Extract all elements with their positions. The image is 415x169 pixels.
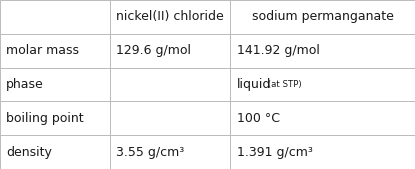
Text: boiling point: boiling point bbox=[6, 112, 84, 125]
Text: 3.55 g/cm³: 3.55 g/cm³ bbox=[116, 146, 184, 159]
Text: 1.391 g/cm³: 1.391 g/cm³ bbox=[237, 146, 312, 159]
Bar bbox=[230, 135, 415, 169]
Text: density: density bbox=[6, 146, 52, 159]
Bar bbox=[110, 0, 230, 34]
Bar bbox=[110, 68, 230, 101]
Text: nickel(II) chloride: nickel(II) chloride bbox=[116, 10, 224, 23]
Bar bbox=[230, 101, 415, 135]
Bar bbox=[110, 101, 230, 135]
Text: 129.6 g/mol: 129.6 g/mol bbox=[116, 44, 191, 57]
Bar bbox=[0, 101, 110, 135]
Bar bbox=[230, 34, 415, 68]
Text: liquid: liquid bbox=[237, 78, 271, 91]
Bar bbox=[230, 68, 415, 101]
Text: 141.92 g/mol: 141.92 g/mol bbox=[237, 44, 320, 57]
Bar bbox=[110, 135, 230, 169]
Text: (at STP): (at STP) bbox=[265, 80, 301, 89]
Bar bbox=[0, 135, 110, 169]
Bar bbox=[110, 34, 230, 68]
Text: 100 °C: 100 °C bbox=[237, 112, 280, 125]
Text: phase: phase bbox=[6, 78, 44, 91]
Bar bbox=[0, 0, 110, 34]
Bar bbox=[0, 34, 110, 68]
Bar bbox=[230, 0, 415, 34]
Bar bbox=[0, 68, 110, 101]
Text: molar mass: molar mass bbox=[6, 44, 79, 57]
Text: sodium permanganate: sodium permanganate bbox=[252, 10, 393, 23]
